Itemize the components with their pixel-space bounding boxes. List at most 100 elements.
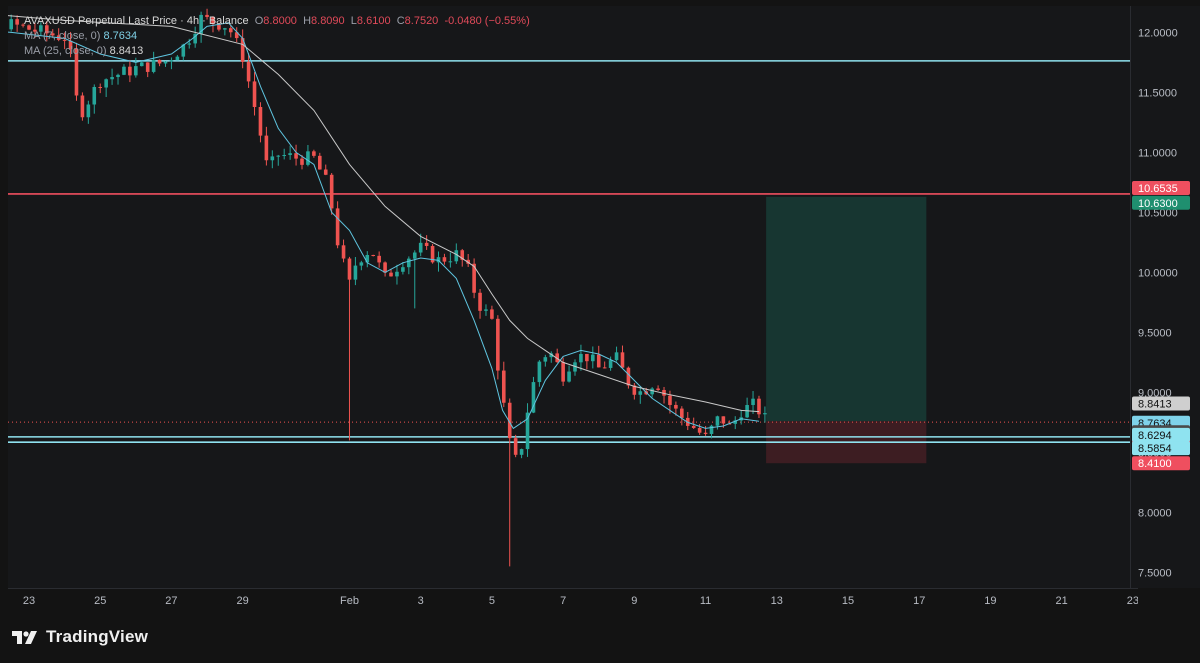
- candle: [270, 150, 275, 169]
- candle: [418, 233, 423, 257]
- candle: [608, 356, 613, 371]
- candle: [763, 406, 767, 423]
- legend-symbol-line[interactable]: AVAXUSD Perpetual Last Price · 4h · Bala…: [24, 15, 530, 27]
- candle-body: [21, 24, 25, 26]
- price-badge-bg: [1132, 195, 1190, 210]
- candle: [288, 145, 292, 160]
- candle-body: [691, 425, 696, 428]
- candle: [430, 243, 435, 264]
- candle-body: [401, 267, 405, 272]
- price-badge-bg: [1132, 441, 1190, 456]
- candle-body: [561, 362, 565, 382]
- price-badge: 10.6535: [1132, 180, 1190, 195]
- candle: [395, 264, 399, 285]
- price-chart[interactable]: [0, 6, 1138, 588]
- candle: [501, 361, 506, 408]
- candle: [472, 258, 476, 299]
- candle-body: [614, 352, 619, 361]
- candle: [211, 16, 215, 33]
- candle: [620, 345, 625, 368]
- price-badge-label: 8.4100: [1138, 458, 1172, 470]
- candle: [460, 248, 465, 267]
- candle-body: [555, 353, 559, 363]
- candle: [228, 24, 233, 38]
- time-tick-label: 29: [237, 595, 249, 607]
- legend-symbol-title: AVAXUSD Perpetual Last Price · 4h · Bala…: [24, 15, 249, 27]
- candle-body: [674, 404, 678, 409]
- candle: [525, 403, 530, 457]
- candle-body: [193, 33, 197, 44]
- candle: [312, 149, 316, 158]
- candle-body: [454, 250, 459, 262]
- candle: [573, 359, 577, 376]
- candle: [466, 253, 470, 267]
- chart-area[interactable]: AVAXUSD Perpetual Last Price · 4h · Bala…: [0, 6, 1138, 588]
- candle-body: [110, 77, 114, 80]
- tradingview-brand[interactable]: TradingView: [12, 626, 148, 648]
- candle-body: [246, 61, 251, 82]
- candle-body: [353, 265, 358, 280]
- candle-body: [306, 151, 310, 165]
- price-tick-label: 11.5000: [1138, 87, 1177, 99]
- profit-zone: [766, 196, 927, 422]
- legend-high-label: H: [303, 15, 312, 27]
- candle-body: [751, 398, 755, 406]
- candle: [276, 154, 281, 166]
- candle-body: [680, 408, 684, 418]
- candle: [21, 23, 25, 28]
- candle-body: [300, 158, 304, 165]
- price-badge-label: 10.6300: [1138, 198, 1178, 210]
- candle-body: [472, 263, 476, 293]
- legend-ma7[interactable]: MA (7, close, 0) 8.7634: [24, 30, 137, 42]
- candle-body: [359, 262, 364, 266]
- candle: [365, 251, 370, 268]
- candle: [739, 409, 743, 425]
- candle: [347, 256, 352, 441]
- candle: [353, 257, 358, 286]
- candle: [15, 15, 19, 32]
- candle: [496, 315, 500, 380]
- candle-body: [650, 388, 654, 395]
- candle: [62, 32, 67, 50]
- candle: [9, 14, 13, 32]
- legend-low: 8.6100: [356, 15, 391, 27]
- candle-body: [525, 412, 530, 450]
- candle: [454, 243, 459, 264]
- time-tick-label: Feb: [340, 595, 359, 607]
- candle: [377, 251, 381, 268]
- price-tick-label: 7.5000: [1138, 567, 1172, 579]
- candle: [549, 351, 554, 363]
- candle-body: [50, 33, 55, 36]
- candle: [442, 253, 447, 265]
- candle: [252, 72, 257, 116]
- candle-body: [377, 255, 381, 263]
- candle: [662, 386, 666, 404]
- candle: [757, 395, 761, 419]
- candle-body: [513, 438, 518, 455]
- candle: [543, 354, 548, 367]
- price-badge-label: 8.5854: [1138, 443, 1172, 455]
- time-tick-label: 19: [984, 595, 996, 607]
- candle: [371, 254, 376, 257]
- candle: [246, 53, 251, 88]
- candle: [139, 60, 144, 67]
- price-tick-label: 9.5000: [1138, 327, 1172, 339]
- legend-ma25[interactable]: MA (25, close, 0) 8.8413: [24, 45, 143, 57]
- candle: [80, 92, 85, 121]
- candle-body: [258, 106, 263, 136]
- candle: [638, 386, 643, 404]
- candle-body: [703, 432, 708, 434]
- candle-body: [591, 354, 595, 362]
- candle: [507, 398, 512, 567]
- price-axis[interactable]: 12.0000 11.5000 11.0000 10.5000 10.0000 9.500…: [1130, 6, 1200, 588]
- candle-body: [709, 425, 714, 434]
- candle-body: [240, 38, 245, 62]
- time-axis[interactable]: 23 25 27 29 Feb 3 5 7 9 11 13 15 17 19 21 23: [8, 588, 1138, 612]
- candle-body: [531, 382, 536, 413]
- candle-body: [436, 257, 441, 263]
- candle-body: [763, 413, 767, 415]
- candle: [709, 424, 714, 439]
- candle: [329, 173, 334, 215]
- candle: [567, 365, 571, 383]
- candle-body: [163, 61, 168, 64]
